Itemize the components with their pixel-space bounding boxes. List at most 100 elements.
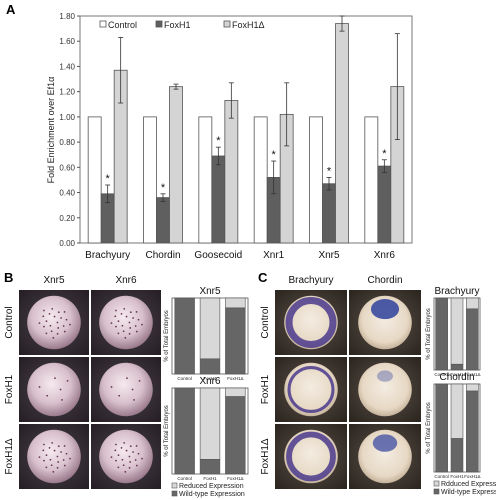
stain-dot: [129, 445, 132, 448]
stain-dot: [57, 461, 60, 463]
category-label: Brachyury: [85, 250, 130, 261]
legend-entry: Control: [108, 20, 137, 30]
stain-dot: [62, 325, 65, 327]
embryo: [99, 295, 153, 350]
stain-dot: [48, 446, 51, 449]
stain-dot: [56, 466, 59, 469]
stack-wildtype: [450, 363, 464, 371]
column-header: Xnr5: [43, 275, 65, 286]
stain-dot: [114, 315, 117, 318]
significance-star: *: [272, 149, 277, 161]
stain-dot: [53, 315, 56, 318]
bar-0: [253, 116, 268, 244]
legend-reduced: Rdduced Expression: [441, 481, 496, 488]
stain-dot: [52, 336, 55, 339]
bar-2: [169, 86, 183, 244]
legend-swatch-reduced: [433, 480, 440, 487]
stain-dot: [137, 318, 140, 321]
stain-dot: [126, 377, 128, 380]
row-label: FoxH1Δ: [4, 438, 15, 474]
y-tick-label: 1.40: [59, 62, 75, 71]
stack-wildtype: [435, 297, 448, 371]
stain-dot: [132, 451, 134, 453]
bar-0: [198, 116, 213, 244]
bar-1: [156, 197, 170, 244]
stain-dot: [42, 315, 45, 318]
stain-dot: [135, 311, 138, 313]
small-y-label: % of Total Embryos: [164, 405, 170, 457]
small-category-label: Control: [177, 476, 192, 481]
stain-dot: [43, 443, 45, 446]
small-category-label: FoxH1: [450, 372, 464, 377]
stain-dot: [134, 459, 137, 461]
stain-dot: [63, 311, 66, 313]
legend-swatch: [223, 20, 231, 28]
chordin-stain: [372, 434, 398, 452]
embryo: [358, 429, 412, 484]
stain-dot: [43, 325, 45, 328]
panel-c-letter: C: [258, 270, 268, 285]
legend-swatch-reduced: [171, 482, 178, 489]
stain-dot: [63, 330, 66, 333]
stain-dot: [122, 330, 125, 333]
stain-dot: [42, 449, 45, 452]
stain-dot: [45, 454, 48, 457]
panel-c-images: Brachyury Chordin Control FoxH1 FoxH1Δ: [260, 275, 422, 490]
stack-reduced: [225, 387, 246, 397]
small-y-label: % of Total Embryos: [426, 308, 432, 360]
stack-wildtype: [174, 297, 195, 375]
row-label: Control: [260, 306, 271, 338]
brachyury-stacked-chart: Brachyury % of Total Embryos Control FoxH1 F…: [426, 286, 480, 377]
row-label: FoxH1: [4, 374, 15, 404]
stain-dot: [117, 332, 120, 335]
stain-dot: [49, 458, 52, 461]
stain-dot: [121, 458, 124, 461]
stain-dot: [128, 332, 131, 335]
stain-dot: [110, 386, 113, 388]
category-label: Xnr5: [318, 250, 340, 261]
category-label: Chordin: [145, 250, 180, 261]
stain-dot: [129, 311, 132, 314]
brachyury-ring-stain: [285, 297, 337, 348]
column-header: Brachyury: [288, 275, 333, 286]
embryo: [27, 295, 81, 350]
chordin-stain: [377, 370, 393, 382]
category-label: Xnr1: [263, 250, 285, 261]
stain-dot: [45, 320, 48, 323]
stain-dot: [54, 377, 56, 380]
stain-dot: [129, 327, 132, 329]
stain-dot: [134, 325, 137, 327]
legend-wildtype: Wild-type Expression: [441, 489, 496, 496]
significance-star: *: [106, 173, 111, 185]
legend-swatch: [99, 20, 107, 28]
stain-dot: [115, 443, 117, 446]
stain-dot: [128, 466, 131, 469]
bar-1: [211, 155, 226, 244]
stain-dot: [141, 457, 143, 460]
stack-reduced: [199, 387, 221, 460]
stack-wildtype: [466, 390, 479, 473]
stain-dot: [38, 322, 41, 325]
stain-dot: [65, 452, 68, 455]
category-label: Xnr6: [374, 250, 396, 261]
stain-dot: [46, 394, 49, 397]
stain-dot: [120, 446, 123, 449]
small-chart-title: Brachyury: [434, 286, 479, 297]
stack-reduced: [466, 297, 479, 310]
stack-reduced: [466, 383, 479, 392]
embryo: [27, 362, 81, 417]
stain-dot: [117, 320, 120, 323]
legend-swatch: [155, 20, 163, 28]
bar-0: [87, 116, 102, 244]
stain-dot: [120, 312, 123, 315]
stain-dot: [51, 442, 54, 444]
bar-2: [335, 23, 349, 244]
stain-dot: [121, 324, 124, 327]
panel-a-letter: A: [6, 2, 16, 17]
stain-dot: [66, 379, 69, 382]
stain-dot: [43, 459, 45, 462]
stain-dot: [115, 325, 117, 328]
stain-dot: [69, 457, 71, 460]
stain-dot: [62, 459, 65, 461]
